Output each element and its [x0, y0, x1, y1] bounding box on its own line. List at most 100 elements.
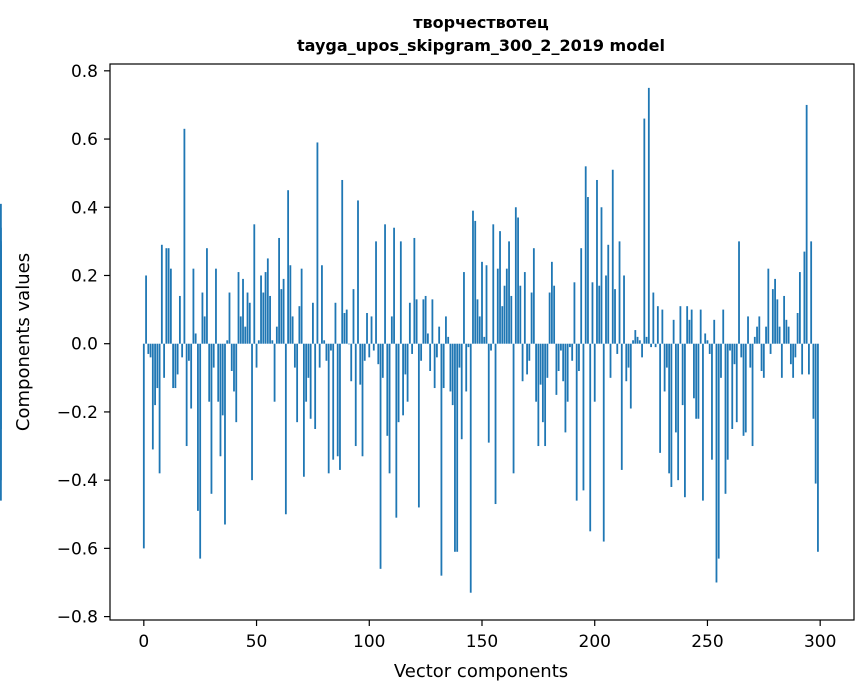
bar [199, 343, 202, 559]
bar [469, 343, 472, 593]
bar [726, 343, 729, 460]
bar [731, 343, 734, 429]
y-tick-label: 0.2 [71, 266, 98, 286]
bar [517, 217, 519, 344]
bar [348, 343, 350, 345]
bars-group [0, 87, 819, 593]
bar [343, 313, 346, 344]
bar [262, 292, 265, 344]
bar [555, 343, 558, 395]
bar [291, 316, 294, 344]
bar [384, 224, 386, 344]
bar [481, 261, 483, 344]
bar [296, 343, 299, 423]
bar [589, 343, 592, 532]
bar [564, 343, 567, 433]
chart-title: творчествотец [413, 13, 549, 32]
bar [659, 343, 662, 453]
x-axis-label: Vector components [394, 661, 568, 682]
bar [181, 343, 184, 358]
bar [769, 343, 772, 354]
bar [762, 343, 765, 378]
bar [569, 343, 571, 348]
bar [273, 343, 276, 402]
bar [156, 343, 159, 389]
bar [442, 343, 445, 389]
bar [679, 306, 682, 344]
bar [242, 278, 244, 344]
bar [300, 268, 303, 344]
bar [463, 272, 465, 344]
bar [221, 343, 224, 416]
bar [474, 220, 477, 344]
bar [289, 265, 292, 344]
bar [499, 231, 501, 344]
bar [316, 142, 319, 344]
bar [702, 343, 704, 501]
bar [233, 343, 235, 392]
bar [334, 302, 337, 344]
bar [760, 343, 763, 371]
bar [375, 241, 377, 344]
bar [269, 295, 271, 344]
bar [449, 343, 452, 392]
bar [812, 343, 815, 419]
bar [330, 343, 332, 351]
bar [634, 330, 637, 344]
bar [246, 292, 249, 344]
bar [336, 343, 339, 457]
bar [546, 343, 549, 378]
bar [472, 210, 474, 344]
bar [747, 316, 749, 344]
bar [548, 292, 551, 344]
bar [562, 343, 565, 382]
bar [176, 343, 179, 375]
bar [0, 241, 2, 344]
bar [197, 343, 199, 511]
bar [711, 343, 713, 460]
x-tick-label: 50 [246, 632, 268, 652]
bar [284, 343, 287, 515]
bar [695, 343, 698, 419]
bar [560, 343, 562, 351]
bar [194, 333, 197, 344]
bar [677, 343, 680, 481]
bar [339, 343, 341, 470]
x-tick-label: 0 [138, 632, 149, 652]
bar [751, 343, 754, 447]
bar [215, 268, 217, 344]
bar [345, 309, 348, 344]
bar [708, 343, 711, 354]
bar [753, 336, 756, 344]
bar [429, 343, 432, 371]
bar [451, 343, 454, 406]
bar [413, 237, 416, 344]
bar [485, 265, 488, 344]
bar [663, 343, 666, 392]
bar [514, 207, 517, 344]
bar [715, 343, 718, 583]
bar [169, 268, 172, 344]
bar [636, 336, 639, 344]
bar [390, 316, 393, 344]
bar [654, 343, 657, 348]
bar [798, 272, 801, 344]
bar [354, 343, 357, 447]
bar [503, 285, 506, 344]
bar [580, 248, 583, 344]
bar [492, 224, 495, 344]
bar [257, 340, 260, 344]
bar [573, 282, 576, 344]
bar [609, 343, 612, 378]
bar [787, 326, 790, 344]
bar [575, 343, 578, 501]
bar [226, 340, 229, 344]
bar [767, 268, 770, 344]
bar [445, 316, 447, 344]
bar [201, 292, 204, 344]
bar [521, 343, 524, 382]
bar [783, 295, 786, 344]
bar [142, 343, 145, 549]
bar [185, 343, 188, 447]
bar [505, 268, 508, 344]
